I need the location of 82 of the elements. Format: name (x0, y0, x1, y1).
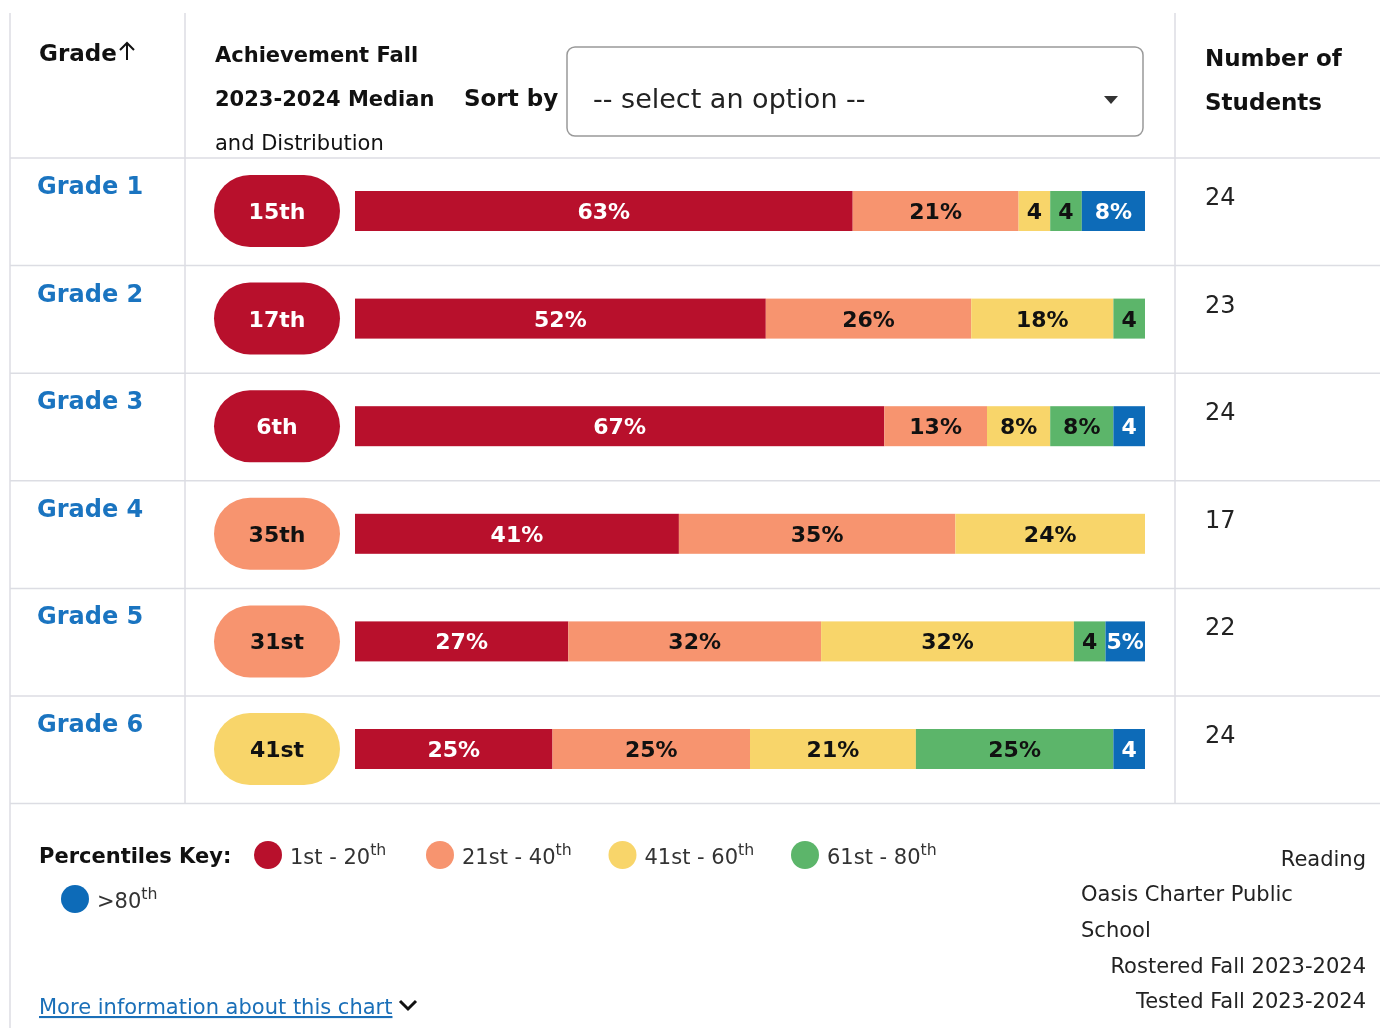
data-label: 24% (1023, 521, 1077, 547)
text: 24 (1205, 183, 1236, 211)
text: 15th (248, 199, 306, 224)
text: 6th (256, 414, 298, 440)
data-label: 21% (806, 737, 860, 762)
data-label: 4 (1121, 306, 1137, 332)
legend-label: >80$^{th}$ (97, 883, 158, 913)
bar (821, 621, 1074, 662)
data-label: 41% (490, 521, 544, 547)
data-label: 35% (790, 521, 844, 547)
text: 35th (248, 521, 306, 547)
data-label: 25% (427, 737, 481, 762)
bar (355, 621, 569, 662)
data-label: 67% (593, 414, 646, 440)
data-label: 8% (1094, 199, 1133, 224)
y-tick-label: Grade 6 (37, 710, 144, 738)
legend-label: 61st - 80$^{th}$ (827, 839, 937, 869)
data-label: 27% (435, 629, 488, 655)
bar (678, 513, 956, 554)
data-label: 63% (577, 199, 631, 224)
data-label: 25% (988, 737, 1041, 762)
text: 23 (1205, 290, 1236, 319)
text: 31st (249, 629, 305, 655)
text: 24 (1205, 721, 1236, 749)
text: Sort by (464, 85, 559, 111)
chart-title: Achievement Fall 2023-2024 Median and Distribution (215, 43, 435, 155)
text: 17 (1205, 505, 1236, 534)
y-axis-title: Grade (39, 40, 117, 66)
bar (1113, 406, 1145, 447)
data-label: 8% (999, 414, 1038, 440)
bar (355, 406, 885, 447)
y-tick-label: Grade 2 (37, 279, 144, 308)
data-label: 18% (1015, 306, 1069, 332)
data-label: 26% (842, 306, 895, 332)
bar (765, 298, 972, 339)
bar (915, 729, 1114, 769)
data-label: 25% (624, 737, 678, 762)
legend-title: Percentiles Key: (39, 844, 232, 868)
y-tick-label: Grade 3 (37, 387, 144, 416)
text: 41st (249, 737, 305, 762)
text: Number of Students (1205, 45, 1343, 115)
data-label: 4 (1058, 199, 1074, 224)
data-label: 4 (1121, 737, 1137, 762)
bar (355, 298, 766, 339)
legend-label: 1st - 20$^{th}$ (290, 839, 387, 869)
y-tick-label: Grade 1 (37, 172, 144, 200)
text: 22 (1205, 613, 1236, 642)
text: Reading (1280, 847, 1366, 871)
bar (355, 191, 853, 231)
data-label: 21% (909, 199, 962, 224)
data-label: 32% (668, 629, 722, 655)
bar (568, 621, 822, 662)
bar (971, 298, 1114, 339)
bar (750, 729, 916, 769)
text: Oasis Charter Public School (1081, 882, 1293, 942)
text: More information about this chart (39, 995, 393, 1019)
data-label: 52% (534, 306, 587, 332)
bar (1113, 729, 1145, 769)
data-label: 4 (1026, 199, 1043, 224)
legend-label: 41st - 60$^{th}$ (644, 839, 755, 869)
data-label: 13% (909, 414, 962, 440)
bar (355, 513, 679, 554)
bar (1050, 191, 1082, 231)
y-tick-label: Grade 4 (37, 494, 144, 523)
data-label: 4 (1082, 629, 1098, 655)
bar (552, 729, 750, 769)
text: 24 (1205, 398, 1236, 427)
y-tick-label: Grade 5 (37, 602, 144, 631)
bar (852, 191, 1019, 231)
legend-label: 21st - 40$^{th}$ (462, 839, 572, 869)
text: Tested Fall 2023-2024 (1134, 989, 1366, 1013)
data-label: 4 (1121, 414, 1137, 440)
text: 17th (248, 306, 306, 332)
text: -- select an option -- (593, 83, 866, 114)
data-label: 32% (921, 629, 974, 655)
text: Rostered Fall 2023-2024 (1110, 954, 1366, 978)
bar (1073, 621, 1106, 662)
bar (1113, 298, 1145, 339)
bar (355, 729, 553, 769)
bar (955, 513, 1145, 554)
data-label: 5% (1106, 629, 1144, 655)
data-label: 8% (1063, 414, 1101, 440)
